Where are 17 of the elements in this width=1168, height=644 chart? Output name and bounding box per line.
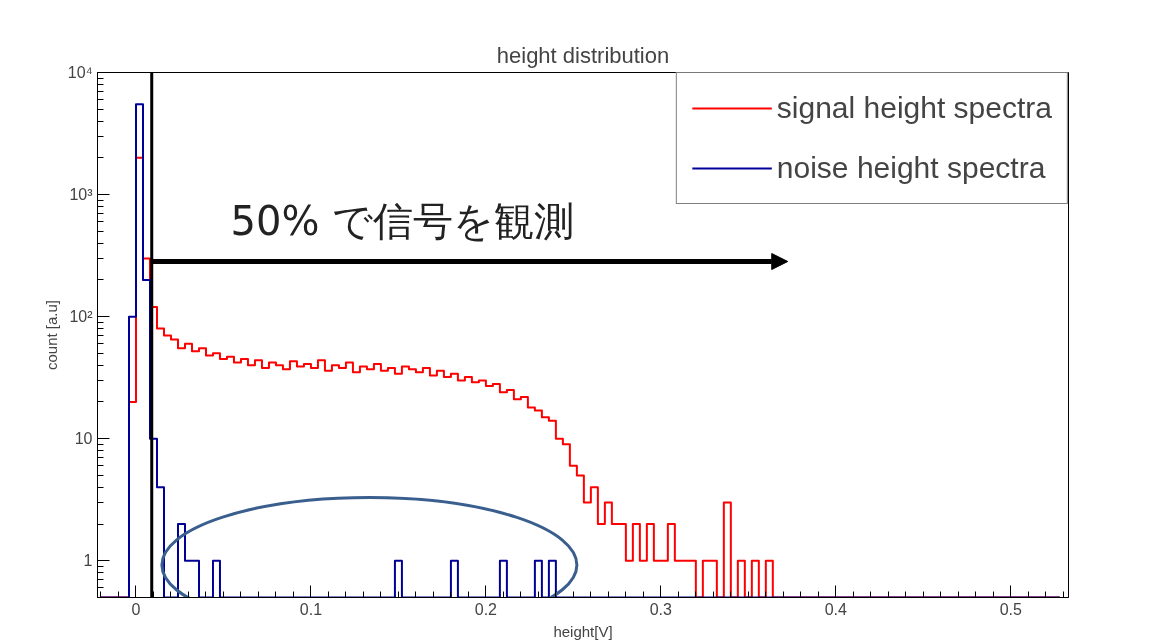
y-tick-label: 10 [74, 430, 93, 448]
x-tick-label: 0 [131, 600, 141, 618]
y-axis-title: count [a.u] [42, 299, 60, 371]
x-tick-label: 0.5 [999, 600, 1022, 618]
legend-label: noise height spectra [776, 151, 1046, 185]
y-tick-label: 1 [83, 552, 93, 570]
legend-label: signal height spectra [776, 91, 1052, 125]
chart-title: height distribution [496, 42, 670, 68]
x-tick-label: 0.2 [474, 600, 498, 618]
annotation: 50% で信号を観測 [230, 197, 575, 244]
y-tick-label: 10⁴ [67, 64, 93, 81]
x-tick-label: 0.1 [299, 600, 323, 618]
y-tick-label: 10³ [69, 186, 94, 204]
x-tick-label: 0.4 [824, 600, 848, 618]
y-tick-label: 10² [69, 308, 94, 326]
x-axis-title: height[V] [553, 622, 613, 640]
x-tick-label: 0.3 [649, 600, 673, 618]
